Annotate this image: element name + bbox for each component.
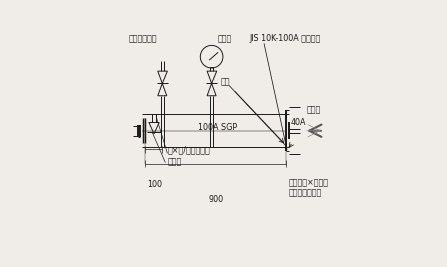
Text: 給水口: 給水口 [306,105,320,114]
Text: １５Ａ排気口: １５Ａ排気口 [128,34,157,43]
Text: 圧力計: 圧力計 [218,34,232,43]
Text: JIS 10K-100A フランジ: JIS 10K-100A フランジ [249,34,321,43]
Text: 100A SGP: 100A SGP [198,123,237,132]
Text: 100: 100 [147,180,162,189]
Text: １×１/２ソケット: １×１/２ソケット [168,145,210,154]
Text: １００Ａ×４０Ａ: １００Ａ×４０Ａ [289,178,329,187]
Text: 40A: 40A [291,117,306,127]
Text: ヘッド: ヘッド [168,158,181,167]
Text: 溶接レジューサ: 溶接レジューサ [289,189,322,198]
Text: 900: 900 [209,195,224,204]
Text: 溶接: 溶接 [221,77,230,87]
